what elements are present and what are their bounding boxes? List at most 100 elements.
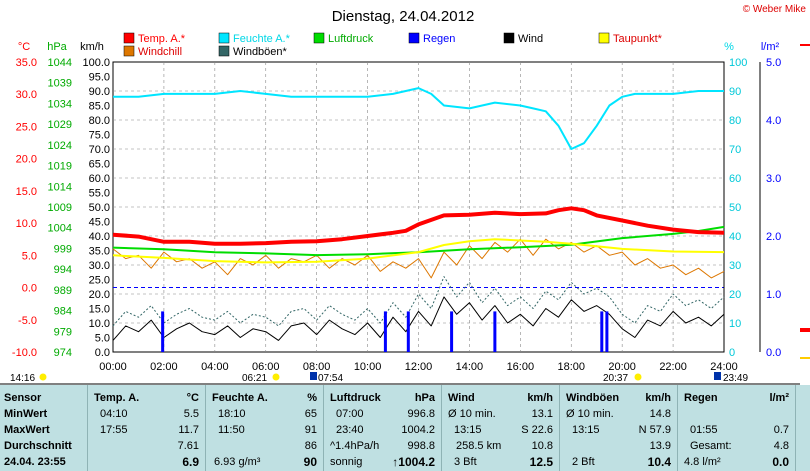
summary-table: Sensor MinWert MaxWert Durchschnitt 24.0…	[0, 385, 810, 471]
wind-tick-label: 90.0	[89, 86, 110, 98]
summary-temp-col: Temp. A. °C 04:10 5.5 17:55 11.7 7.61 6.…	[88, 385, 206, 471]
humidity-min: 65	[304, 408, 317, 420]
pressure-forecast: sonnig	[330, 456, 363, 468]
wind-distance: 258.5 km	[456, 440, 502, 452]
time-tick-label: 04:00	[201, 361, 229, 373]
sun-events: 14:16 06:21 07:54 20:37 23:49	[0, 372, 810, 385]
right-edge-fragment	[800, 30, 810, 385]
legend-swatch	[218, 32, 230, 44]
rain-bar	[450, 311, 454, 352]
humidity-unit-label: %	[724, 41, 734, 53]
wind-avg10-label: Ø 10 min.	[448, 408, 496, 420]
series-line-tempa	[112, 206, 725, 246]
gust-avg10: 14.8	[649, 408, 671, 420]
rain-now: 0.0	[772, 455, 789, 469]
summary-labels-col: Sensor MinWert MaxWert Durchschnitt 24.0…	[0, 385, 88, 471]
pressure-tick-label: 1014	[48, 181, 72, 193]
legend-swatch	[503, 32, 515, 44]
rain-unit: l/m²	[769, 392, 789, 404]
label-now: 24.04. 23:55	[4, 456, 66, 468]
humidity-now: 90	[303, 455, 317, 469]
temp-avg: 7.61	[177, 440, 199, 452]
wind-tick-label: 85.0	[89, 101, 110, 113]
pressure-max: 1004.2	[401, 424, 435, 436]
wind-tick-label: 55.0	[89, 188, 110, 200]
rain-unit-label: l/m²	[761, 41, 780, 53]
wind-tick-label: 15.0	[89, 304, 110, 316]
label-min: MinWert	[4, 408, 48, 420]
gust-avg: 13.9	[649, 440, 671, 452]
rain-tick-label: 0.0	[766, 347, 781, 359]
pressure-title: Luftdruck	[330, 392, 381, 404]
temp-tick-label: 5.0	[22, 250, 37, 262]
summary-pressure-col: Luftdruck hPa 07:00 996.8 23:40 1004.2 ^…	[324, 385, 442, 471]
rain-bar	[600, 311, 604, 352]
rain-tick-label: 4.0	[766, 115, 781, 127]
label-sensor: Sensor	[4, 392, 42, 404]
wind-now: 12.5	[529, 455, 553, 469]
rain-bar	[406, 311, 410, 352]
humidity-tick-label: 100	[729, 57, 747, 69]
wind-tick-label: 65.0	[89, 159, 110, 171]
moonrise-time: 07:54	[318, 373, 343, 384]
axis-units: °C hPa km/h% l/m²	[18, 41, 780, 53]
time-tick-label: 16:00	[507, 361, 535, 373]
time-tick-label: 24:00	[710, 361, 738, 373]
pressure-min: 996.8	[407, 408, 435, 420]
legend-swatch	[598, 32, 610, 44]
wind-unit: km/h	[527, 392, 553, 404]
summary-gust-col: Windböen km/h Ø 10 min. 14.8 13:15 N 57.…	[560, 385, 678, 471]
temp-tick-label: -10.0	[12, 347, 37, 359]
legend-label: Wind	[518, 33, 543, 45]
gust-bft: 2 Bft	[572, 456, 595, 468]
pressure-tick-label: 974	[54, 347, 72, 359]
pressure-tick-label: 984	[54, 306, 72, 318]
wind-unit-label: km/h	[80, 41, 104, 53]
temp-unit-label: °C	[18, 41, 30, 53]
temp-tick-label: 35.0	[16, 57, 37, 69]
pressure-tick-label: 994	[54, 264, 72, 276]
pressure-unit-label: hPa	[47, 41, 67, 53]
series-layer	[112, 87, 725, 352]
wind-avg: 10.8	[531, 440, 553, 452]
rain-bar	[383, 311, 387, 352]
wind-tick-label: 35.0	[89, 246, 110, 258]
legend-label: Luftdruck	[328, 33, 374, 45]
series-line-luftdruck	[112, 225, 725, 257]
wind-tick-label: 10.0	[89, 318, 110, 330]
pressure-trend: ^1.4hPa/h	[330, 440, 380, 452]
temp-title: Temp. A.	[94, 392, 140, 404]
wind-tick-label: 45.0	[89, 217, 110, 229]
humidity-tick-label: 50	[729, 202, 741, 214]
rain-total-label: Gesamt:	[690, 440, 732, 452]
temp-unit: °C	[186, 392, 199, 404]
wind-tick-label: 20.0	[89, 289, 110, 301]
temp-now: 6.9	[182, 455, 199, 469]
humidity-tick-label: 0	[729, 347, 735, 359]
pressure-tick-label: 1039	[48, 78, 72, 90]
humidity-abs: 6.93 g/m³	[214, 456, 261, 468]
time-tick-label: 10:00	[354, 361, 382, 373]
summary-humidity-col: Feuchte A. % 18:10 65 11:50 91 86 6.93 g…	[206, 385, 324, 471]
temp-tick-label: 0.0	[22, 283, 37, 295]
rain-tick-label: 3.0	[766, 173, 781, 185]
wind-tick-label: 80.0	[89, 115, 110, 127]
legend-label: Windböen*	[233, 46, 288, 58]
series-line-taupunkt	[112, 238, 725, 264]
time-tick-label: 06:00	[252, 361, 280, 373]
wind-tick-label: 95.0	[89, 72, 110, 84]
sunset-time: 20:37	[603, 373, 628, 384]
humidity-avg: 86	[304, 440, 317, 452]
humidity-tick-label: 10	[729, 318, 741, 330]
temp-tick-label: 10.0	[16, 218, 37, 230]
weather-chart: Dienstag, 24.04.2012 © Weber Mike Temp. …	[0, 4, 810, 385]
wind-tick-label: 40.0	[89, 231, 110, 243]
moon-icon	[714, 372, 721, 380]
pressure-min-time: 07:00	[336, 408, 364, 420]
pressure-avg: 998.8	[407, 440, 435, 452]
rain-tick-label: 2.0	[766, 231, 781, 243]
humidity-tick-label: 40	[729, 231, 741, 243]
temp-min-time: 04:10	[100, 408, 128, 420]
humidity-tick-label: 80	[729, 115, 741, 127]
series-line-windben	[112, 276, 725, 327]
